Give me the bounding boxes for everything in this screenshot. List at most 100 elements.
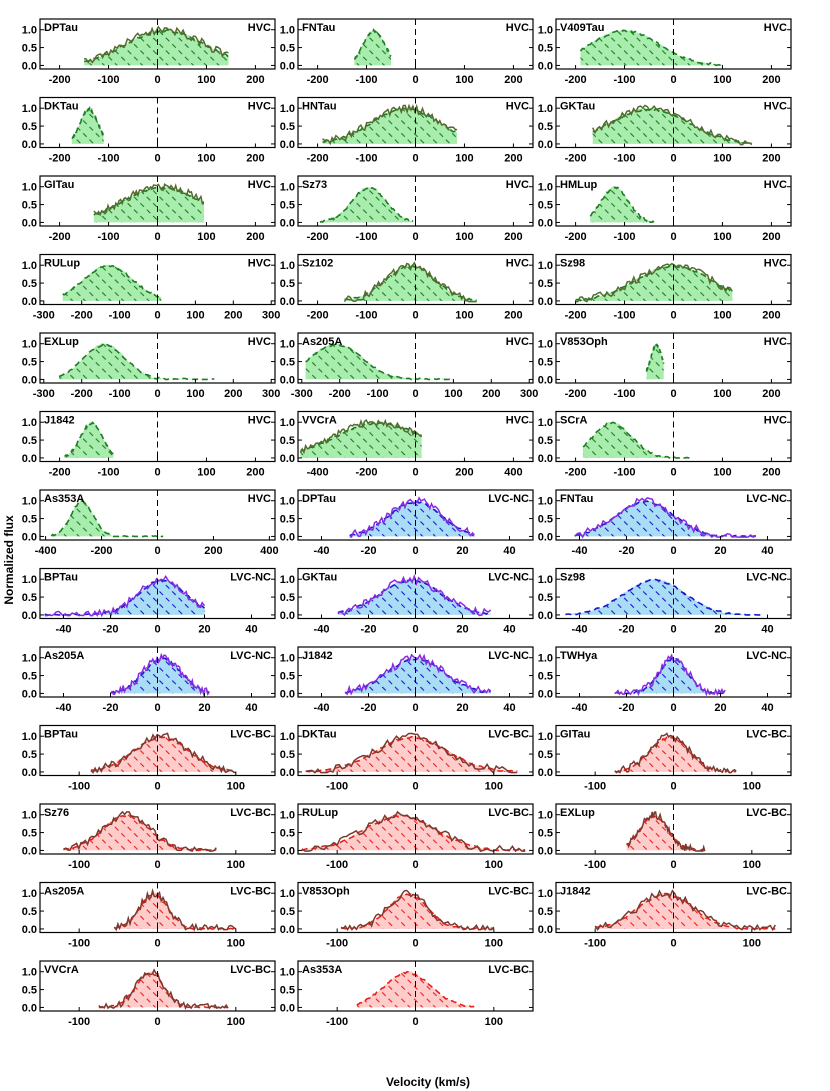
x-tick-label: 0: [412, 310, 418, 322]
x-tick-label: -100: [98, 74, 120, 86]
panel-source-name: BPTau: [44, 729, 78, 741]
panel-source-name: Sz98: [560, 258, 585, 270]
x-tick-label: -300: [291, 388, 313, 400]
x-tick-label: -100: [326, 938, 348, 950]
panel-14: 0.0 0.5 1.0 -200 -100 0 100 200 V853Oph HVC: [538, 332, 792, 400]
x-tick-label: -100: [326, 1016, 348, 1028]
panel-component-label: HVC: [248, 336, 271, 348]
panel-18: 0.0 0.5 1.0 -400 -200 0 200 400 As353A HVC: [22, 489, 279, 557]
x-tick-label: -200: [49, 467, 71, 479]
panel-component-label: HVC: [248, 179, 271, 191]
panel-source-name: DPTau: [44, 22, 78, 34]
x-tick-label: -100: [109, 388, 131, 400]
observed-spectrum-line: [594, 889, 776, 932]
profile-hatch: [98, 971, 228, 1008]
x-tick-label: 20: [714, 624, 726, 636]
x-tick-label: 100: [713, 153, 731, 165]
panel-22: 0.0 0.5 1.0 -40 -20 0 20 40 GKTau LVC-NC: [280, 567, 534, 636]
x-tick-label: 100: [186, 310, 204, 322]
fit-dashed-line: [319, 186, 414, 224]
y-tick-label: 0.5: [22, 121, 37, 133]
panel-component-label: LVC-BC: [746, 807, 787, 819]
x-tick-label: 100: [227, 938, 245, 950]
x-tick-label: 0: [670, 153, 676, 165]
y-tick-label: 1.0: [22, 339, 37, 351]
panel-29: 0.0 0.5 1.0 -100 0 100 GITau LVC-BC: [538, 724, 792, 793]
y-tick-label: 0.0: [538, 139, 553, 151]
fit-dashed-line: [305, 343, 454, 381]
x-tick-label: -100: [614, 388, 636, 400]
y-tick-label: 1.0: [280, 810, 295, 822]
x-tick-label: -40: [56, 624, 72, 636]
y-tick-label: 0.5: [280, 749, 295, 761]
x-axis-label: Velocity (km/s): [386, 1075, 470, 1089]
profile-hatch: [322, 108, 458, 144]
x-tick-label: 40: [245, 702, 257, 714]
x-tick-label: 0: [154, 938, 160, 950]
observed-spectrum-line: [614, 732, 737, 774]
x-tick-label: 200: [246, 153, 264, 165]
profile-hatch: [582, 421, 694, 458]
observed-spectrum-line: [93, 182, 204, 217]
x-tick-label: 0: [670, 938, 676, 950]
x-tick-label: 20: [198, 624, 210, 636]
fit-dashed-line: [579, 29, 723, 67]
panel-source-name: EXLup: [44, 336, 79, 348]
y-tick-label: 0.0: [280, 688, 295, 700]
x-tick-label: -40: [314, 545, 330, 557]
y-tick-label: 0.0: [22, 845, 37, 857]
x-tick-label: 300: [262, 310, 280, 322]
x-tick-label: 100: [227, 1016, 245, 1028]
x-tick-label: 0: [670, 859, 676, 871]
x-tick-label: 0: [412, 702, 418, 714]
observed-spectrum-line: [592, 104, 753, 146]
x-tick-label: 0: [412, 545, 418, 557]
y-tick-label: 1.0: [22, 574, 37, 586]
x-tick-label: -100: [68, 781, 90, 793]
x-tick-label: -100: [326, 781, 348, 793]
y-tick-label: 1.0: [22, 417, 37, 429]
y-tick-label: 0.5: [22, 357, 37, 369]
x-tick-label: 40: [503, 545, 515, 557]
x-tick-label: 0: [154, 1016, 160, 1028]
y-axis-label: Normalized flux: [2, 515, 16, 605]
profile-hatch: [305, 343, 454, 380]
x-tick-label: -40: [314, 702, 330, 714]
x-tick-label: 200: [762, 74, 780, 86]
panel-source-name: HNTau: [302, 101, 337, 113]
x-tick-label: 200: [762, 153, 780, 165]
panel-component-label: HVC: [764, 101, 787, 113]
x-tick-label: 100: [197, 153, 215, 165]
observed-spectrum-line: [113, 888, 237, 932]
y-tick-label: 0.0: [280, 845, 295, 857]
y-tick-label: 0.5: [538, 749, 553, 761]
y-tick-label: 0.0: [280, 1002, 295, 1014]
x-tick-label: 100: [455, 310, 473, 322]
y-tick-label: 0.0: [22, 374, 37, 386]
y-tick-label: 0.0: [538, 60, 553, 72]
y-tick-label: 1.0: [538, 417, 553, 429]
x-tick-label: 100: [227, 781, 245, 793]
panel-component-label: LVC-BC: [488, 964, 529, 976]
fit-dashed-line: [90, 736, 236, 773]
panel-source-name: J1842: [560, 886, 591, 898]
observed-spectrum-line: [349, 496, 475, 539]
y-tick-label: 0.5: [22, 828, 37, 840]
y-tick-label: 0.5: [538, 357, 553, 369]
x-tick-label: 100: [743, 938, 761, 950]
profile-hatch: [626, 814, 705, 851]
panel-1: 0.0 0.5 1.0 -200 -100 0 100 200 FNTau HVC: [280, 18, 534, 86]
panel-component-label: HVC: [506, 22, 529, 34]
x-tick-label: -100: [356, 310, 378, 322]
panel-30: 0.0 0.5 1.0 -100 0 100 Sz76 LVC-BC: [22, 803, 276, 871]
y-tick-label: 1.0: [538, 496, 553, 508]
observed-spectrum-line: [614, 653, 726, 697]
x-tick-label: 0: [412, 859, 418, 871]
x-tick-label: 200: [762, 310, 780, 322]
x-tick-label: -200: [356, 467, 378, 479]
panel-component-label: HVC: [506, 336, 529, 348]
y-tick-label: 0.5: [22, 906, 37, 918]
observed-spectrum-line: [44, 574, 206, 618]
panel-component-label: LVC-BC: [746, 729, 787, 741]
y-tick-label: 0.0: [538, 610, 553, 622]
